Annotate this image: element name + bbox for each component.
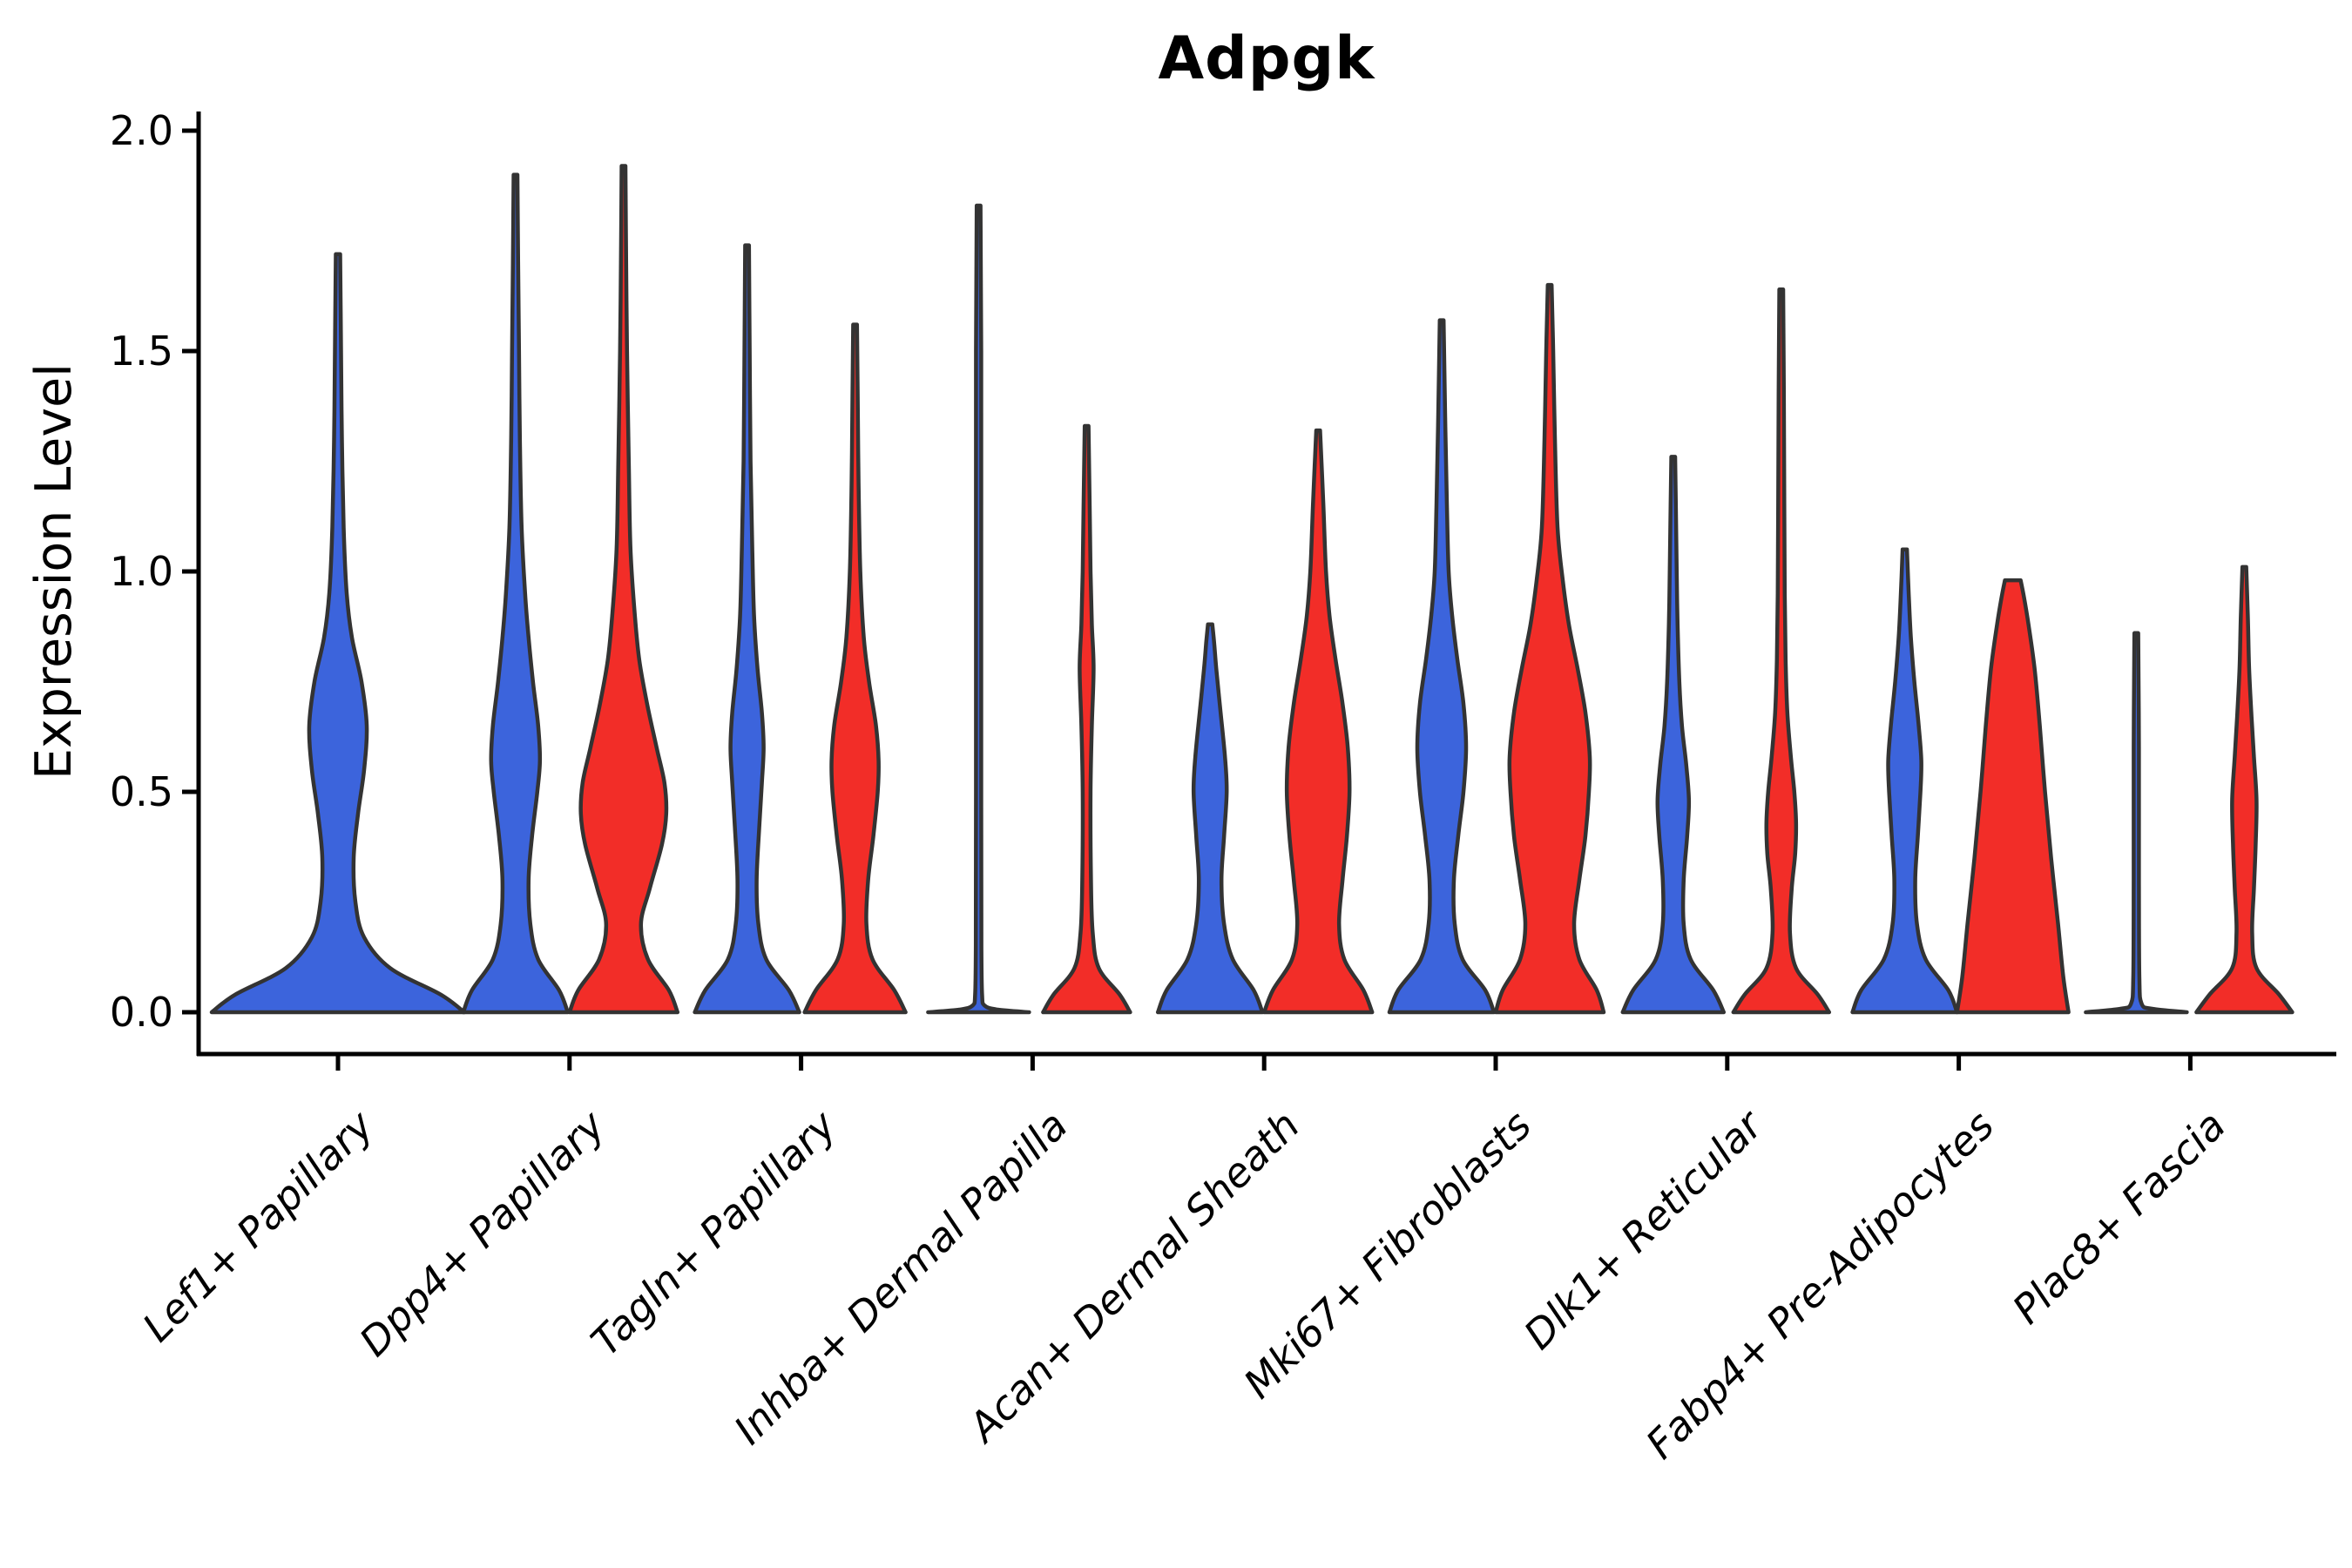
violin-red-7 xyxy=(1955,578,2071,1015)
violin-blue-0 xyxy=(209,252,467,1015)
violin-blue-1 xyxy=(461,172,571,1015)
violin-blue-8 xyxy=(2084,631,2189,1015)
violin-red-3 xyxy=(1041,423,1132,1015)
y-tick-label: 1.5 xyxy=(109,328,173,375)
violin-blue-2 xyxy=(693,243,801,1015)
y-tick-label: 0.0 xyxy=(109,989,173,1036)
violin-blue-3 xyxy=(926,203,1031,1015)
violin-red-6 xyxy=(1731,287,1832,1015)
violin-blue-6 xyxy=(1620,455,1727,1015)
violin-red-4 xyxy=(1261,428,1375,1015)
chart-title: Adpgk xyxy=(1158,24,1375,93)
violin-red-5 xyxy=(1493,282,1606,1015)
violin-blue-4 xyxy=(1155,622,1265,1015)
violin-red-1 xyxy=(567,164,680,1015)
y-tick-label: 0.5 xyxy=(109,768,173,815)
y-tick-label: 1.0 xyxy=(109,548,173,595)
violin-red-2 xyxy=(802,322,908,1015)
violin-red-8 xyxy=(2194,564,2295,1015)
y-tick-label: 2.0 xyxy=(109,107,173,154)
violin-blue-5 xyxy=(1387,318,1497,1015)
violin-blue-7 xyxy=(1850,547,1959,1015)
